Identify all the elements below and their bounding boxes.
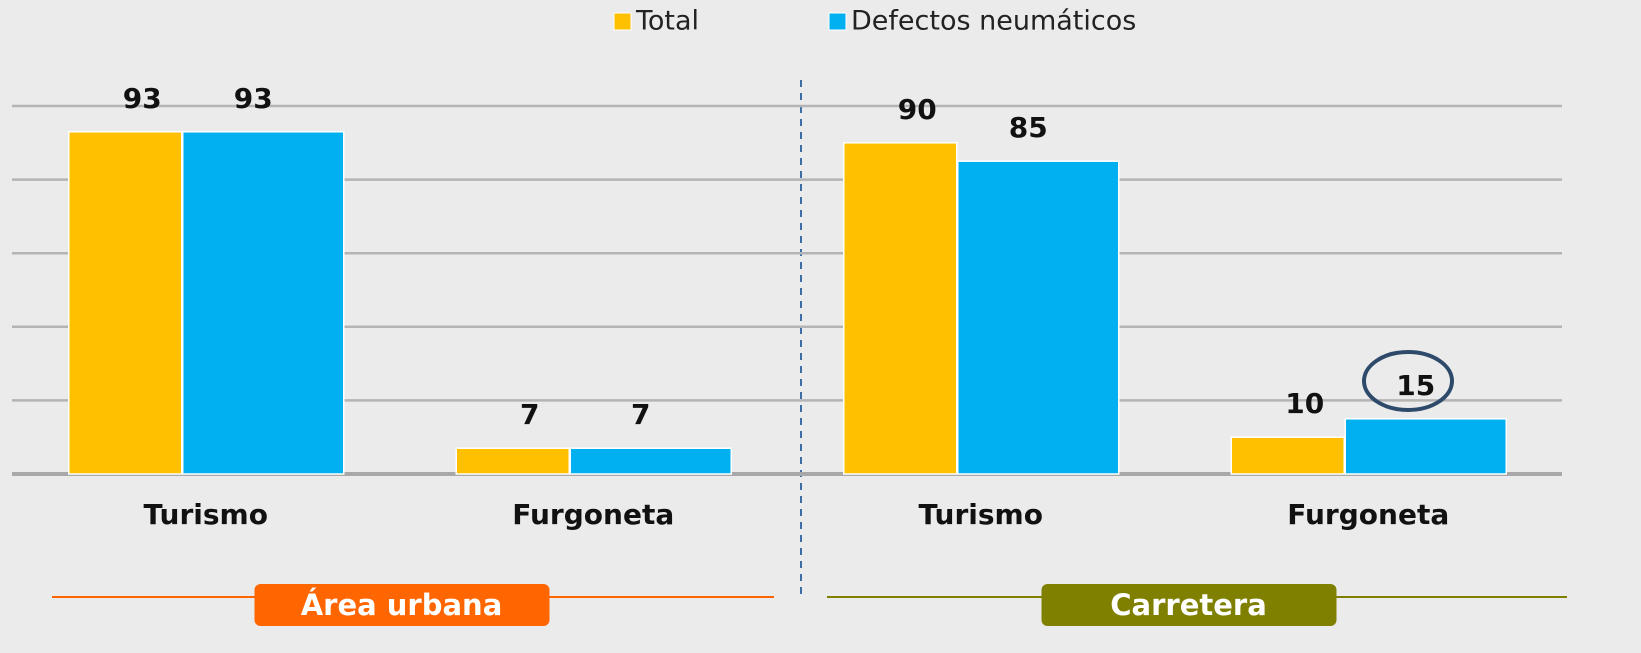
group-label: Carretera [1110,588,1267,622]
bar [1230,436,1345,475]
group-box [254,584,550,626]
value-label: 15 [1396,369,1435,402]
group-box [1041,584,1337,626]
legend-swatch [828,12,847,31]
x-tick-label: Furgoneta [512,498,674,531]
value-label: 93 [234,82,273,115]
x-tick-label: Furgoneta [1287,498,1449,531]
bar [569,447,732,475]
legend-swatch [613,12,632,31]
bar [68,131,183,475]
x-tick-label: Turismo [144,498,268,531]
value-label: 7 [520,398,539,431]
bar [455,447,570,475]
value-label: 10 [1285,387,1324,420]
group-label: Área urbana [301,588,503,622]
highlight-circle [1362,350,1454,412]
value-label: 90 [898,93,937,126]
x-tick-label: Turismo [919,498,1043,531]
legend-label: Defectos neumáticos [851,6,1136,37]
bar [1344,418,1507,475]
bar [957,160,1120,475]
bar [843,142,958,475]
bar [182,131,345,475]
legend-label: Total [635,6,699,37]
value-label: 85 [1009,111,1048,144]
value-label: 7 [631,398,650,431]
value-label: 93 [123,82,162,115]
